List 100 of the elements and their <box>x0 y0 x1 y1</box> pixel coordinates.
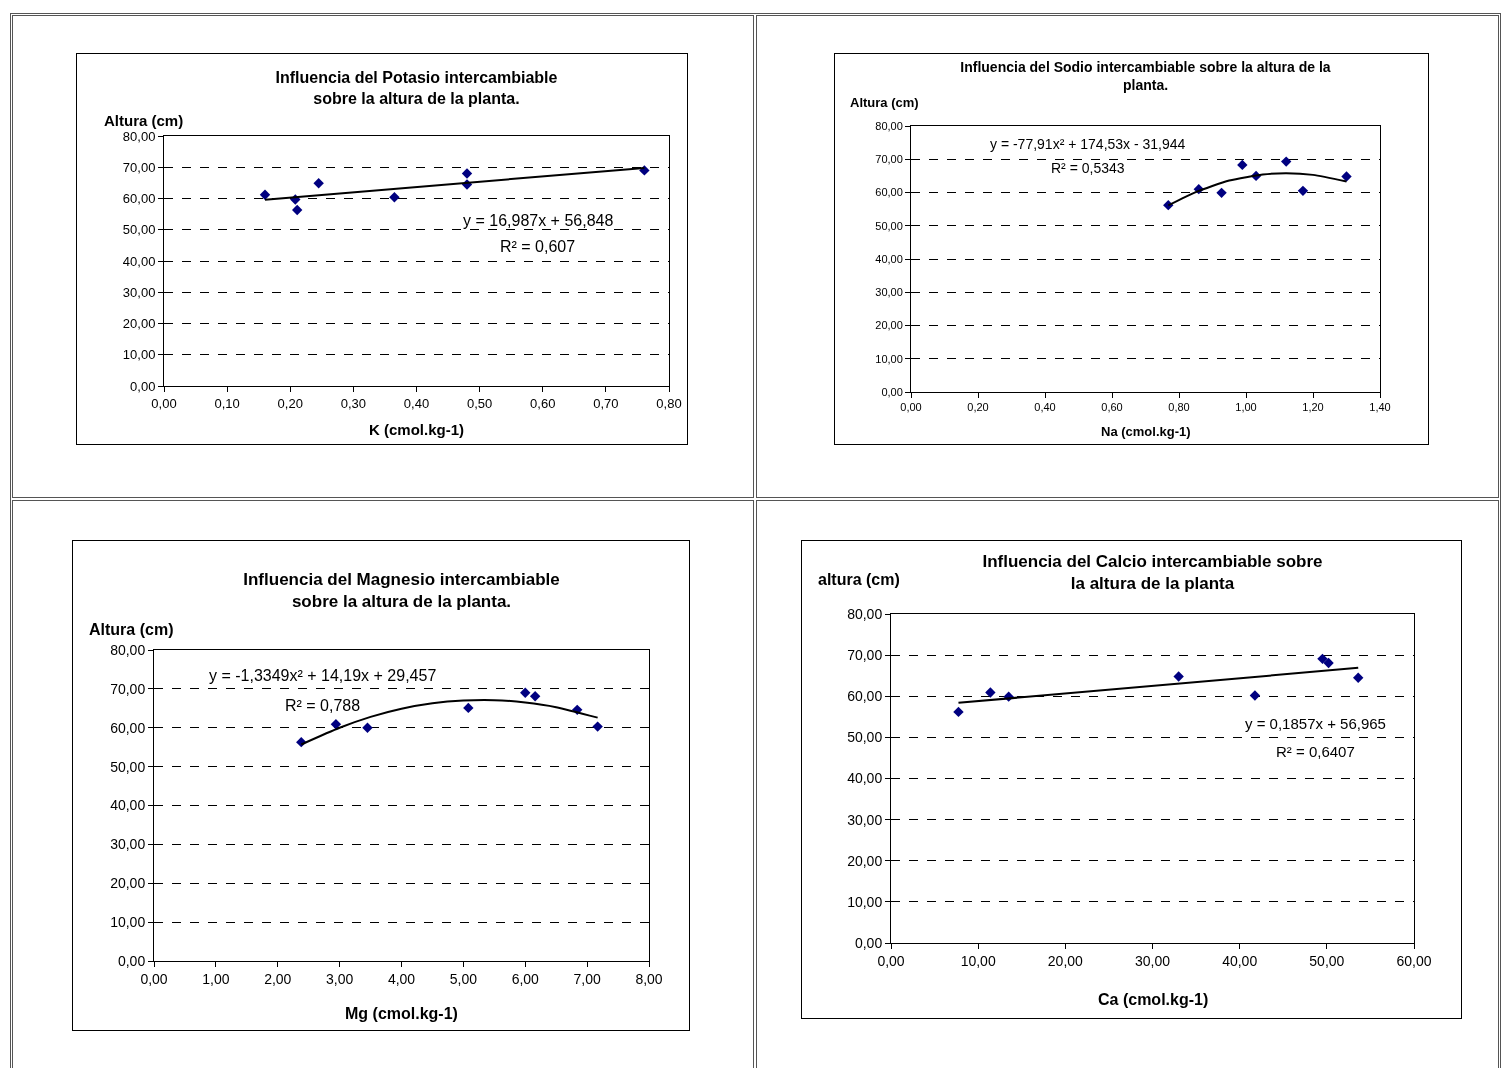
y-tick-label: 70,00 <box>110 680 146 697</box>
point <box>330 719 342 730</box>
x-tick-label: 20,00 <box>1047 952 1084 969</box>
annotation: R² = 0,607 <box>500 238 576 255</box>
x-tick-label: 6,00 <box>511 970 540 987</box>
x-tick-label: 5,00 <box>449 970 478 987</box>
x-axis-title: Na (cmol.kg-1) <box>1101 424 1191 439</box>
y-tick-label: 20,00 <box>110 875 146 892</box>
x-tick-label: 40,00 <box>1222 952 1258 969</box>
point <box>1297 185 1309 197</box>
x-axis-title: K (cmol.kg-1) <box>369 421 465 438</box>
chart-title: Influencia del Calcio intercambiable sobre la altura de la planta <box>982 552 1323 594</box>
y-tick-label: 70,00 <box>122 159 156 175</box>
chart-title: Influencia del Sodio intercambiable sobre la altura de la planta. <box>960 59 1331 94</box>
point <box>313 177 324 189</box>
y-tick-label: 50,00 <box>122 222 156 238</box>
point <box>1173 671 1184 682</box>
y-tick-label: 50,00 <box>110 758 146 775</box>
point <box>953 706 964 718</box>
annotation: y = -1,3349x² + 14,19x + 29,457 <box>209 667 437 684</box>
y-tick-label: 40,00 <box>110 797 146 814</box>
y-tick-label: 10,00 <box>875 352 903 365</box>
y-tick-label: 60,00 <box>110 719 146 736</box>
point <box>1341 171 1352 182</box>
x-tick-label: 0,70 <box>593 395 619 411</box>
x-tick-label: 7,00 <box>573 970 601 987</box>
x-tick-label: 2,00 <box>264 970 292 987</box>
annotation: R² = 0,788 <box>285 697 361 714</box>
x-tick-label: 0,60 <box>1101 401 1123 414</box>
point <box>1323 657 1334 669</box>
y-tick-label: 30,00 <box>110 836 146 853</box>
point <box>985 687 996 698</box>
x-tick-label: 3,00 <box>326 970 354 987</box>
x-tick-label: 0,00 <box>900 401 922 414</box>
y-tick-label: 10,00 <box>110 914 146 931</box>
y-axis-title: Altura (cm) <box>850 95 919 110</box>
point <box>1237 159 1248 171</box>
x-axis-title: Ca (cmol.kg-1) <box>1098 991 1209 1008</box>
y-axis-title: Altura (cm) <box>104 112 184 129</box>
x-tick-label: 1,00 <box>1235 401 1257 414</box>
x-tick-label: 0,80 <box>1168 401 1190 414</box>
y-tick-label: 0,00 <box>881 385 903 398</box>
point <box>259 189 271 200</box>
x-tick-label: 60,00 <box>1396 952 1432 969</box>
x-tick-label: 0,60 <box>530 395 556 411</box>
y-axis-title: Altura (cm) <box>89 621 174 638</box>
y-tick-label: 80,00 <box>875 119 903 132</box>
y-tick-label: 60,00 <box>875 186 903 199</box>
y-tick-label: 40,00 <box>122 253 156 269</box>
x-tick-label: 1,00 <box>202 970 230 987</box>
x-tick-label: 0,30 <box>340 395 367 411</box>
point <box>362 722 373 733</box>
annotation: y = 0,1857x + 56,965 <box>1245 715 1386 732</box>
annotation: y = -77,91x² + 174,53x - 31,944 <box>990 136 1186 152</box>
x-tick-label: 0,00 <box>140 970 168 987</box>
y-tick-label: 30,00 <box>875 286 903 299</box>
point <box>639 165 650 176</box>
annotation: R² = 0,6407 <box>1276 743 1355 760</box>
y-tick-label: 40,00 <box>847 770 883 787</box>
x-tick-label: 10,00 <box>960 952 996 969</box>
y-tick-label: 30,00 <box>847 811 883 828</box>
y-tick-label: 40,00 <box>875 252 903 265</box>
x-tick-label: 0,20 <box>967 401 989 414</box>
y-tick-label: 50,00 <box>875 219 903 232</box>
y-tick-label: 60,00 <box>847 688 883 705</box>
y-tick-label: 80,00 <box>110 641 146 658</box>
x-axis-title: Mg (cmol.kg-1) <box>345 1005 458 1022</box>
y-tick-label: 20,00 <box>847 852 883 869</box>
point <box>1216 187 1227 199</box>
x-tick-label: 0,40 <box>403 395 430 411</box>
point <box>529 691 541 702</box>
y-tick-label: 30,00 <box>122 284 156 300</box>
y-tick-label: 10,00 <box>122 347 156 363</box>
point <box>291 204 303 216</box>
x-tick-label: 50,00 <box>1309 952 1345 969</box>
point <box>1353 672 1364 683</box>
point <box>1281 156 1292 167</box>
point <box>1317 653 1328 665</box>
point <box>389 192 400 203</box>
y-tick-label: 70,00 <box>875 153 903 166</box>
y-tick-label: 80,00 <box>122 128 156 144</box>
x-tick-label: 1,20 <box>1302 401 1324 414</box>
y-tick-label: 50,00 <box>847 729 883 746</box>
x-tick-label: 0,80 <box>656 395 682 411</box>
x-tick-label: 4,00 <box>387 970 416 987</box>
y-axis-title: altura (cm) <box>818 571 900 588</box>
chart-title: Influencia del Potasio intercambiable sobre la altura de la planta. <box>275 69 558 107</box>
x-tick-label: 0,00 <box>151 395 177 411</box>
x-tick-label: 8,00 <box>635 970 663 987</box>
x-tick-label: 0,40 <box>1034 401 1056 414</box>
chart-title: Influencia del Magnesio intercambiable sobre la altura de la planta. <box>243 570 560 612</box>
annotation: y = 16,987x + 56,848 <box>463 212 614 229</box>
y-tick-label: 0,00 <box>854 934 883 951</box>
point <box>592 721 603 732</box>
point <box>520 687 531 698</box>
point <box>463 702 474 714</box>
x-tick-label: 0,10 <box>214 395 240 411</box>
y-tick-label: 0,00 <box>130 378 156 394</box>
x-tick-label: 1,40 <box>1369 401 1391 414</box>
y-tick-label: 10,00 <box>847 893 883 910</box>
